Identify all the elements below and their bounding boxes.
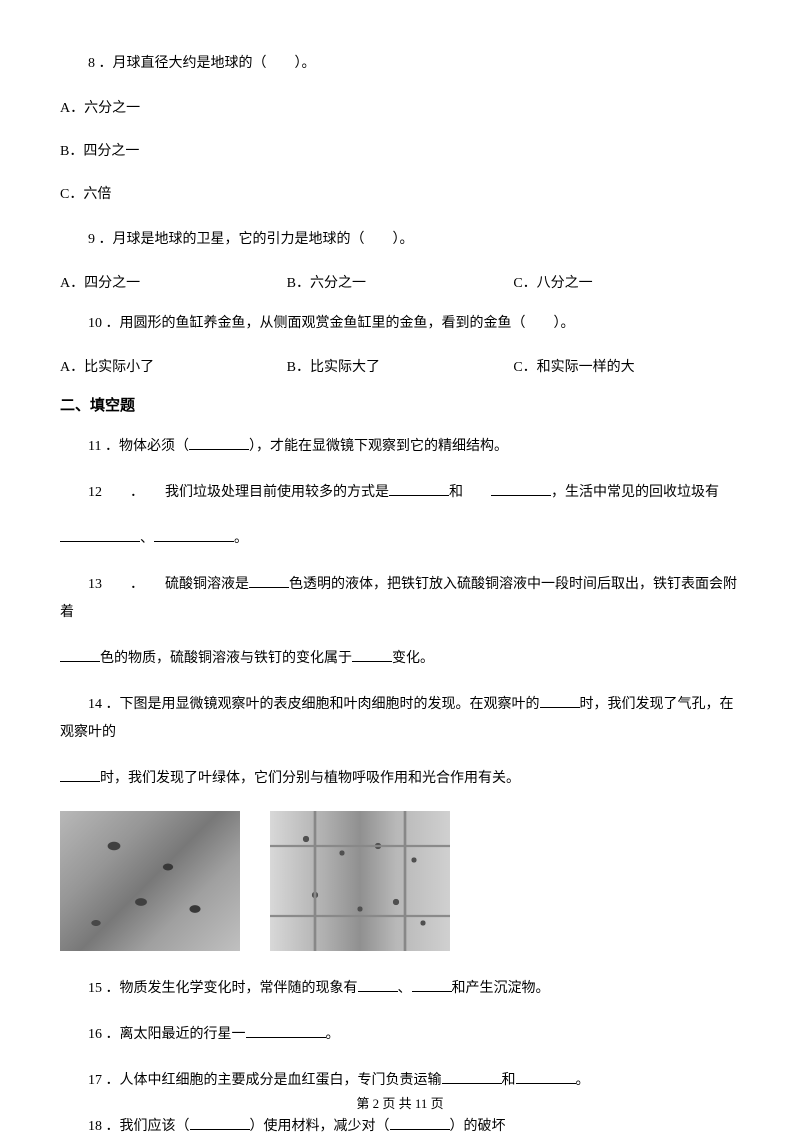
question-16: 16 ．离太阳最近的行星一 。 bbox=[60, 1021, 740, 1049]
q18-mid: ）使用材料，减少对（ bbox=[250, 1119, 390, 1134]
blank bbox=[491, 480, 551, 496]
q13-prefix: 13 ． 硫酸铜溶液是 bbox=[88, 577, 249, 592]
blank bbox=[249, 572, 289, 588]
blank bbox=[60, 526, 140, 542]
q10-choice-b: B．比实际大了 bbox=[287, 356, 514, 376]
blank bbox=[60, 766, 100, 782]
question-9: 9 ．月球是地球的卫星，它的引力是地球的（ ）。 bbox=[60, 226, 740, 254]
question-17: 17 ．人体中红细胞的主要成分是血红蛋白，专门负责运输 和 。 bbox=[60, 1067, 740, 1095]
epidermis-cell-image bbox=[60, 811, 240, 951]
q11-prefix: 11 ．物体必须（ bbox=[88, 439, 189, 454]
q10-choices: A．比实际小了 B．比实际大了 C．和实际一样的大 bbox=[60, 356, 740, 376]
question-12-cont: 、。 bbox=[60, 525, 740, 553]
q10-text: 10 ．用圆形的鱼缸养金鱼，从侧面观赏金鱼缸里的金鱼，看到的金鱼（ ）。 bbox=[88, 316, 575, 331]
question-18: 18 ．我们应该（ ）使用材料，减少对（ ）的破坏 bbox=[60, 1113, 740, 1141]
blank bbox=[389, 480, 449, 496]
q17-prefix: 17 ．人体中红细胞的主要成分是血红蛋白，专门负责运输 bbox=[88, 1073, 442, 1088]
blank bbox=[442, 1068, 502, 1084]
question-8: 8 ．月球直径大约是地球的（ ）。 bbox=[60, 50, 740, 78]
page-number: 第 2 页 共 11 页 bbox=[356, 1096, 443, 1111]
question-10: 10 ．用圆形的鱼缸养金鱼，从侧面观赏金鱼缸里的金鱼，看到的金鱼（ ）。 bbox=[60, 310, 740, 338]
question-12: 12 ． 我们垃圾处理目前使用较多的方式是 和 ，生活中常见的回收垃圾有 bbox=[60, 479, 740, 507]
mesophyll-cell-image bbox=[270, 811, 450, 951]
q8-choice-b: B．四分之一 bbox=[60, 139, 740, 164]
q13-end: 变化。 bbox=[392, 651, 434, 666]
q18-end: ）的破坏 bbox=[450, 1119, 506, 1134]
blank bbox=[352, 646, 392, 662]
blank bbox=[189, 434, 249, 450]
q14-end: 时，我们发现了叶绿体，它们分别与植物呼吸作用和光合作用有关。 bbox=[100, 771, 520, 786]
q15-prefix: 15 ．物质发生化学变化时，常伴随的现象有 bbox=[88, 981, 358, 996]
question-14: 14 ．下图是用显微镜观察叶的表皮细胞和叶肉细胞时的发现。在观察叶的时，我们发现… bbox=[60, 691, 740, 747]
q13-mid2: 色的物质，硫酸铜溶液与铁钉的变化属于 bbox=[100, 651, 352, 666]
q8-choice-a: A．六分之一 bbox=[60, 96, 740, 121]
q12-prefix: 12 ． 我们垃圾处理目前使用较多的方式是 bbox=[88, 485, 389, 500]
cell-pattern bbox=[60, 811, 240, 951]
q10-choice-a: A．比实际小了 bbox=[60, 356, 287, 376]
q17-end: 。 bbox=[576, 1073, 590, 1088]
blank bbox=[358, 976, 398, 992]
q11-suffix: ），才能在显微镜下观察到它的精细结构。 bbox=[249, 439, 508, 454]
question-13-cont: 色的物质，硫酸铜溶液与铁钉的变化属于 变化。 bbox=[60, 645, 740, 673]
question-11: 11 ．物体必须（ ），才能在显微镜下观察到它的精细结构。 bbox=[60, 433, 740, 461]
q8-text: 8 ．月球直径大约是地球的（ ）。 bbox=[88, 56, 316, 71]
q9-choice-b: B．六分之一 bbox=[287, 272, 514, 292]
blank bbox=[246, 1022, 326, 1038]
q18-prefix: 18 ．我们应该（ bbox=[88, 1119, 190, 1134]
page-footer: 第 2 页 共 11 页 bbox=[0, 1093, 800, 1112]
q9-choice-c: C．八分之一 bbox=[513, 272, 740, 292]
q9-choice-a: A．四分之一 bbox=[60, 272, 287, 292]
question-15: 15 ．物质发生化学变化时，常伴随的现象有 、 和产生沉淀物。 bbox=[60, 975, 740, 1003]
q12-end: 。 bbox=[234, 531, 248, 546]
q15-sep1: 、 bbox=[398, 981, 412, 996]
q14-prefix: 14 ．下图是用显微镜观察叶的表皮细胞和叶肉细胞时的发现。在观察叶的 bbox=[88, 697, 540, 712]
q12-mid1: 和 bbox=[449, 485, 491, 500]
q8-choice-c: C．六倍 bbox=[60, 182, 740, 207]
blank bbox=[412, 976, 452, 992]
q12-mid2: ，生活中常见的回收垃圾有 bbox=[551, 485, 719, 500]
cell-pattern bbox=[270, 811, 450, 951]
q16-prefix: 16 ．离太阳最近的行星一 bbox=[88, 1027, 246, 1042]
q15-end: 和产生沉淀物。 bbox=[452, 981, 550, 996]
q9-choices: A．四分之一 B．六分之一 C．八分之一 bbox=[60, 272, 740, 292]
blank bbox=[516, 1068, 576, 1084]
question-13: 13 ． 硫酸铜溶液是色透明的液体，把铁钉放入硫酸铜溶液中一段时间后取出，铁钉表… bbox=[60, 571, 740, 627]
cell-images bbox=[60, 811, 740, 951]
q17-mid: 和 bbox=[502, 1073, 516, 1088]
blank bbox=[390, 1114, 450, 1130]
q16-end: 。 bbox=[326, 1027, 340, 1042]
blank bbox=[190, 1114, 250, 1130]
section-2-title: 二、填空题 bbox=[60, 394, 740, 415]
q12-sep: 、 bbox=[140, 531, 154, 546]
question-14-cont: 时，我们发现了叶绿体，它们分别与植物呼吸作用和光合作用有关。 bbox=[60, 765, 740, 793]
blank bbox=[60, 646, 100, 662]
blank bbox=[154, 526, 234, 542]
q10-choice-c: C．和实际一样的大 bbox=[513, 356, 740, 376]
q9-text: 9 ．月球是地球的卫星，它的引力是地球的（ ）。 bbox=[88, 232, 414, 247]
blank bbox=[540, 692, 580, 708]
